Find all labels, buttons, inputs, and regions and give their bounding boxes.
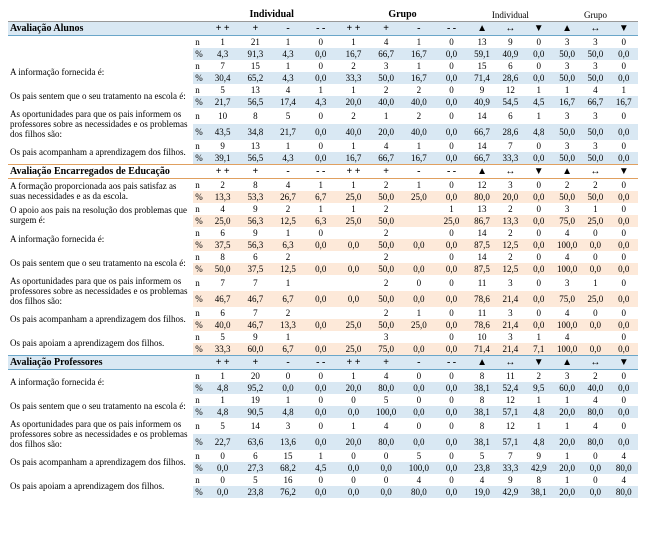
data-row-n: Os pais apoiam a aprendizagem dos filhos… [8, 331, 638, 343]
data-row-n: As oportunidades para que os pais inform… [8, 418, 638, 434]
group-header: IndividualGrupoIndividualGrupo [8, 8, 638, 22]
data-row-n: A informação fornecida é:n71510231015603… [8, 60, 638, 72]
data-row-n: A formação proporcionada aos pais satisf… [8, 179, 638, 192]
data-row-n: Os pais sentem que o seu tratamento na e… [8, 251, 638, 263]
data-row-n: Os pais acompanham a aprendizagem dos fi… [8, 140, 638, 152]
data-row-n: Os pais acompanham a aprendizagem dos fi… [8, 307, 638, 319]
col-header: Avaliação Encarregados de Educação+ ++--… [8, 165, 638, 179]
data-row-n: As oportunidades para que os pais inform… [8, 275, 638, 291]
data-row-n: As oportunidades para que os pais inform… [8, 108, 638, 124]
data-row-n: Os pais sentem que o seu tratamento na e… [8, 394, 638, 406]
data-row-n: Os pais sentem que o seu tratamento na e… [8, 84, 638, 96]
col-header: Avaliação Professores+ ++-- -+ ++-- -▲↔▼… [8, 356, 638, 370]
col-header: Avaliação Alunos+ ++-- -+ ++-- -▲↔▼▲↔▼ [8, 22, 638, 36]
data-row-n: Os pais acompanham a aprendizagem dos fi… [8, 450, 638, 462]
data-row-n: A informação fornecida é:n12000140081123… [8, 370, 638, 383]
data-row-n: A informação fornecida é:n6910201420400 [8, 227, 638, 239]
data-row-n: O apoio aos pais na resolução dos proble… [8, 203, 638, 215]
data-row-n: n1211014101390330 [8, 36, 638, 49]
data-row-n: Os pais apoiam a aprendizagem dos filhos… [8, 474, 638, 486]
